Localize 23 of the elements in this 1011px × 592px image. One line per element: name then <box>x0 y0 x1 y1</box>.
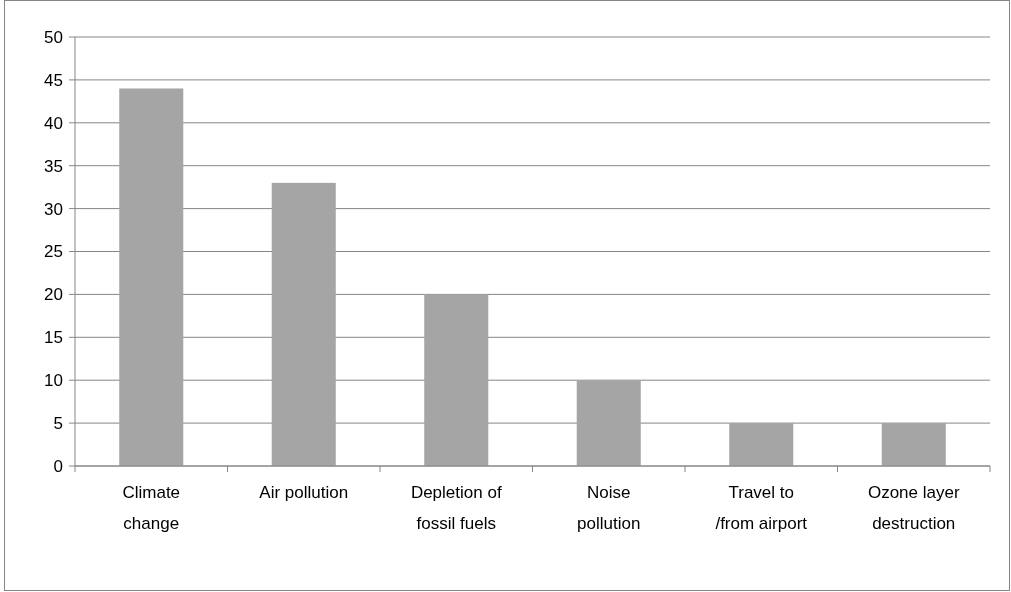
bar <box>576 380 641 466</box>
bar <box>881 423 946 466</box>
y-tick-label: 25 <box>44 242 63 262</box>
y-tick-label: 45 <box>44 70 63 90</box>
y-tick-label: 0 <box>53 456 63 476</box>
y-tick-label: 15 <box>44 328 63 348</box>
bar <box>729 423 794 466</box>
y-tick-label: 40 <box>44 113 63 133</box>
x-tick-label: Ozone layer destruction <box>867 483 960 533</box>
bar <box>271 182 336 466</box>
y-tick-label: 35 <box>44 156 63 176</box>
y-tick-label: 30 <box>44 199 63 219</box>
bar <box>119 88 184 466</box>
bar <box>424 294 489 466</box>
x-tick-label: Depletion of fossil fuels <box>410 483 502 533</box>
y-tick-label: 10 <box>44 371 63 391</box>
y-tick-label: 5 <box>53 414 63 434</box>
y-tick-label: 20 <box>44 285 63 305</box>
x-tick-label: Travel to /from airport <box>715 483 808 533</box>
y-tick-label: 50 <box>44 27 63 47</box>
x-tick-label: Noise pollution <box>577 483 641 533</box>
x-tick-label: Climate change <box>122 483 181 533</box>
x-tick-label: Air pollution <box>259 483 349 502</box>
